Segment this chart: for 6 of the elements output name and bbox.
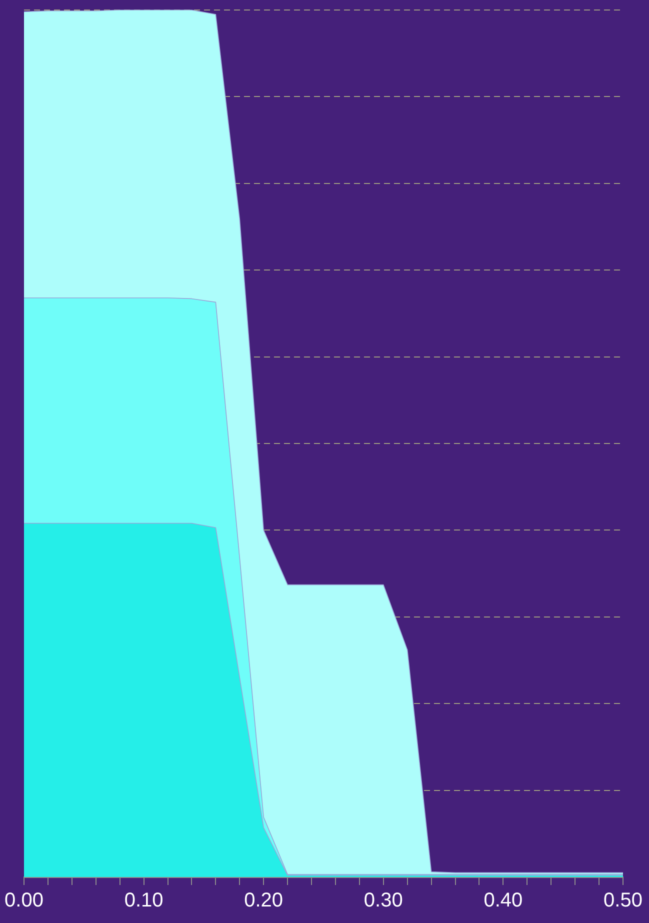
x-tick-label: 0.20 [244,890,284,912]
x-tick-label: 0.30 [364,890,403,912]
x-tick-label: 0.50 [604,890,642,912]
x-tick-label: 0.40 [484,890,523,912]
x-tick-label: 0.00 [4,890,44,912]
x-tick-label: 0.10 [124,890,164,912]
